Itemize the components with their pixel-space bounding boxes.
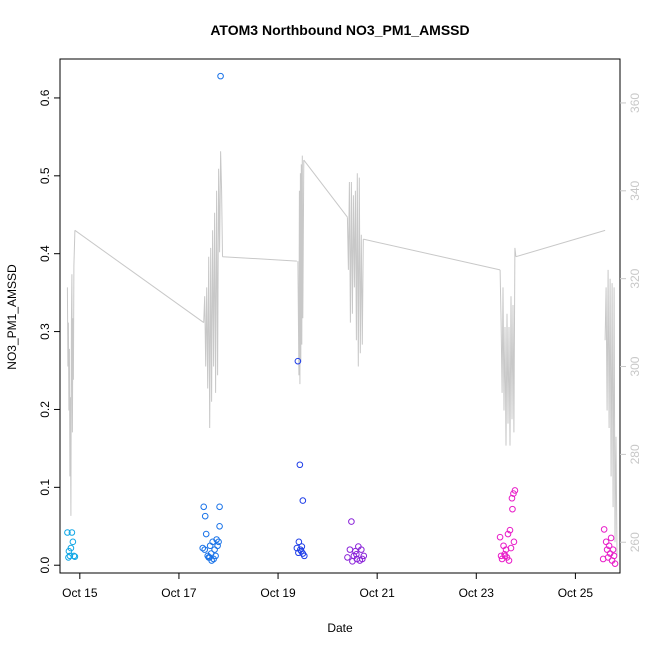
data-point [501,552,509,560]
altitude-segment [303,159,348,218]
data-point [344,554,351,561]
data-point [346,546,354,553]
data-point [295,538,303,546]
data-point [217,72,224,80]
x-tick-label: Oct 19 [260,586,296,600]
y-tick-label: 0.6 [38,89,52,106]
altitude-line [604,269,618,556]
x-tick-label: Oct 25 [558,586,594,600]
chart-title: ATOM3 Northbound NO3_PM1_AMSSD [210,22,469,38]
data-point [511,487,519,494]
x-tick-label: Oct 15 [62,586,98,600]
data-point [610,552,618,560]
altitude-line [297,155,305,385]
altitude-segment [74,229,205,323]
data-point [211,546,218,553]
y2-tick-label: 340 [628,180,642,200]
y2-tick-label: 280 [628,444,642,464]
y-tick-label: 0.2 [38,401,52,418]
data-point [509,505,516,513]
data-point [212,552,219,560]
data-point [504,530,512,538]
data-point [352,547,359,555]
y-tick-label: 0.1 [38,479,52,496]
point-series [64,72,619,567]
x-tick-label: Oct 21 [359,586,395,600]
y-tick-label: 0.3 [38,323,52,340]
data-point [69,538,77,546]
altitude-line [499,247,517,446]
axes: Oct 15 Oct 17 Oct 19 Oct 21 Oct 23 Oct 25 0.0 0… [38,89,642,600]
data-point [216,503,223,511]
data-point [508,494,516,502]
data-point [68,529,76,536]
data-point [66,552,74,560]
data-point [216,522,223,530]
data-point [202,530,210,538]
data-point [65,554,72,561]
data-point [611,560,619,567]
data-point [294,357,302,365]
data-point [353,551,360,558]
data-point [496,533,504,541]
y-tick-label: 0.4 [38,245,52,262]
plot-frame [59,58,621,574]
data-point [348,518,355,525]
data-point [200,503,208,511]
data-point [298,543,306,550]
line-series [66,151,618,556]
x-tick-label: Oct 23 [459,586,495,600]
altitude-segment [515,229,606,258]
x-axis-label: Date [327,621,353,635]
data-point [609,546,617,553]
data-point [301,552,308,560]
y-tick-label: 0.0 [38,557,52,574]
data-point [602,538,610,546]
data-point [299,497,307,504]
x-tick-label: Oct 17 [161,586,197,600]
data-point [71,553,79,560]
y2-tick-label: 320 [628,268,642,288]
data-point [607,534,615,542]
altitude-segment [222,256,297,262]
data-point [201,546,209,553]
altitude-line [346,173,364,367]
altitude-line [66,230,76,516]
data-point [359,555,366,563]
data-point [201,512,209,520]
data-point [599,555,607,563]
data-point [296,461,304,469]
data-point [360,552,368,560]
data-point [67,544,75,552]
data-point [510,490,517,497]
data-point [199,544,207,552]
data-point [64,529,71,536]
altitude-line [203,151,223,429]
data-point [215,538,222,546]
data-point [497,552,505,560]
y2-tick-label: 360 [628,93,642,113]
data-point [600,526,608,533]
data-point [208,557,215,564]
data-point [214,542,221,550]
data-point [506,526,514,534]
y-axis-label: NO3_PM1_AMSSD [5,264,19,370]
y-tick-label: 0.5 [38,167,52,184]
altitude-segment [363,238,501,271]
data-point [295,549,302,557]
y2-tick-label: 260 [628,532,642,552]
data-point [358,546,365,553]
data-point [605,542,613,550]
data-point [505,557,513,564]
data-point [510,538,518,546]
data-point [507,544,515,552]
y2-tick-label: 300 [628,356,642,376]
